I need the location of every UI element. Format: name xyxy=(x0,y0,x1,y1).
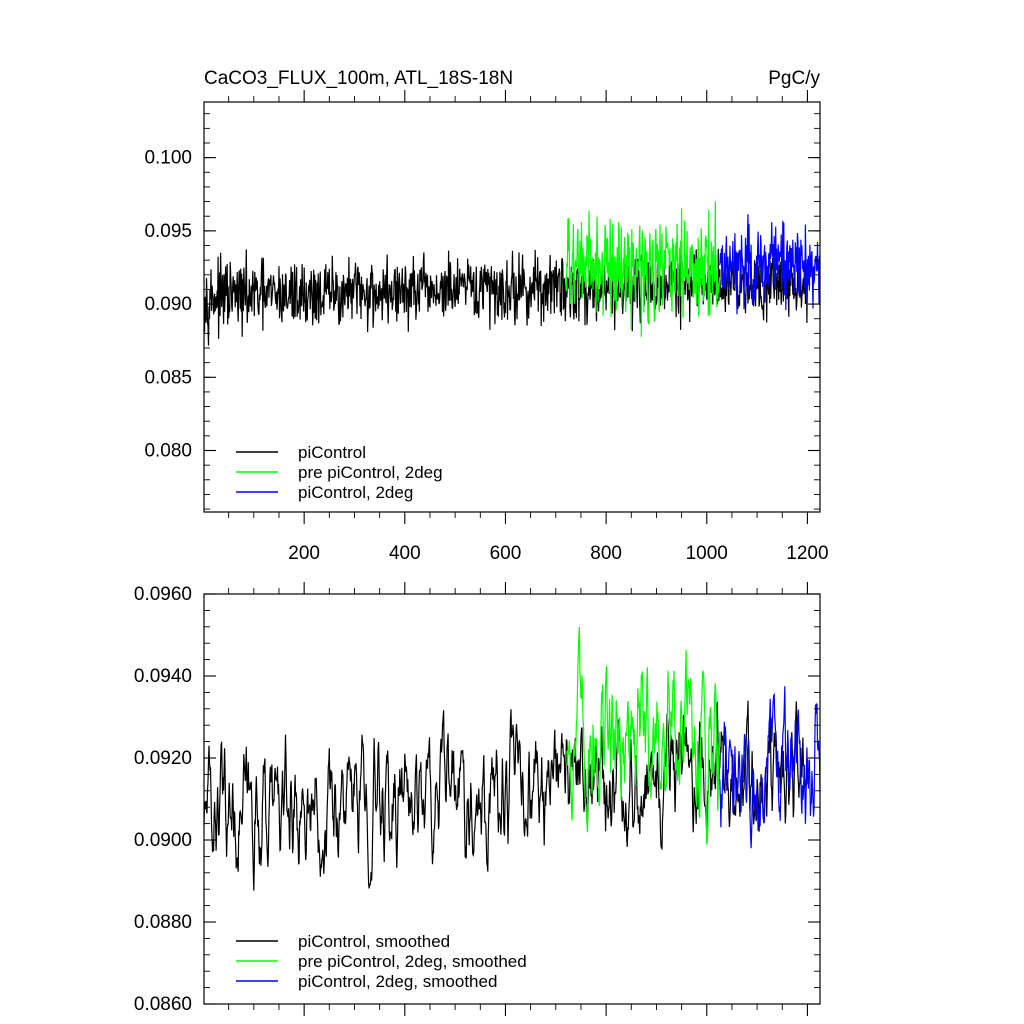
chart-title: CaCO3_FLUX_100m, ATL_18S-18N xyxy=(204,68,513,89)
units-label: PgC/y xyxy=(768,68,820,89)
y-tick-label: 0.0960 xyxy=(134,584,192,605)
y-tick-label: 0.100 xyxy=(144,148,192,169)
legend-label-pre-picontrol-2deg-smoothed: pre piControl, 2deg, smoothed xyxy=(298,952,527,971)
y-tick-label: 0.0880 xyxy=(134,912,192,933)
x-tick-label: 400 xyxy=(389,543,421,564)
x-tick-label: 1200 xyxy=(786,543,828,564)
series-lines xyxy=(203,626,821,891)
legend: piControl, smoothed pre piControl, 2deg,… xyxy=(236,932,527,991)
legend: piControl pre piControl, 2deg piControl,… xyxy=(236,443,443,502)
series-lines xyxy=(203,201,821,346)
series-line-picontrol-2deg xyxy=(719,214,821,315)
series-line-pre-picontrol-2deg xyxy=(565,201,721,337)
legend-label-picontrol-2deg-smoothed: piControl, 2deg, smoothed xyxy=(298,972,497,991)
x-tick-label: 1000 xyxy=(686,543,728,564)
y-tick-label: 0.0900 xyxy=(134,830,192,851)
plot-frame xyxy=(203,593,821,1005)
axis-ticks: 0.0860 0.0880 0.0900 0.0920 0.0940 0.0960 xyxy=(134,582,820,1016)
y-tick-label: 0.095 xyxy=(144,221,192,242)
legend-label-picontrol: piControl xyxy=(298,443,366,462)
top-panel: CaCO3_FLUX_100m, ATL_18S-18N PgC/y 0.080… xyxy=(144,68,828,564)
series-line-picontrol-2deg-smoothed xyxy=(719,686,821,849)
legend-label-picontrol-smoothed: piControl, smoothed xyxy=(298,932,450,951)
bottom-panel: 0.0860 0.0880 0.0900 0.0920 0.0940 0.0960 piC… xyxy=(134,582,821,1016)
plot-frame xyxy=(203,101,821,513)
y-tick-label: 0.0940 xyxy=(134,666,192,687)
legend-label-pre-picontrol-2deg: pre piControl, 2deg xyxy=(298,463,443,482)
y-tick-label: 0.080 xyxy=(144,441,192,462)
series-line-pre-picontrol-2deg-smoothed xyxy=(565,626,721,845)
y-tick-label: 0.090 xyxy=(144,294,192,315)
axis-ticks: 0.080 0.085 0.090 0.095 0.100 200 400 600 800 100… xyxy=(144,90,829,564)
x-tick-label: 600 xyxy=(490,543,522,564)
y-tick-label: 0.085 xyxy=(144,367,192,388)
y-tick-label: 0.0860 xyxy=(134,994,192,1015)
y-tick-label: 0.0920 xyxy=(134,748,192,769)
x-tick-label: 200 xyxy=(288,543,320,564)
series-line-picontrol xyxy=(203,240,808,346)
x-tick-label: 800 xyxy=(590,543,622,564)
legend-label-picontrol-2deg: piControl, 2deg xyxy=(298,483,413,502)
